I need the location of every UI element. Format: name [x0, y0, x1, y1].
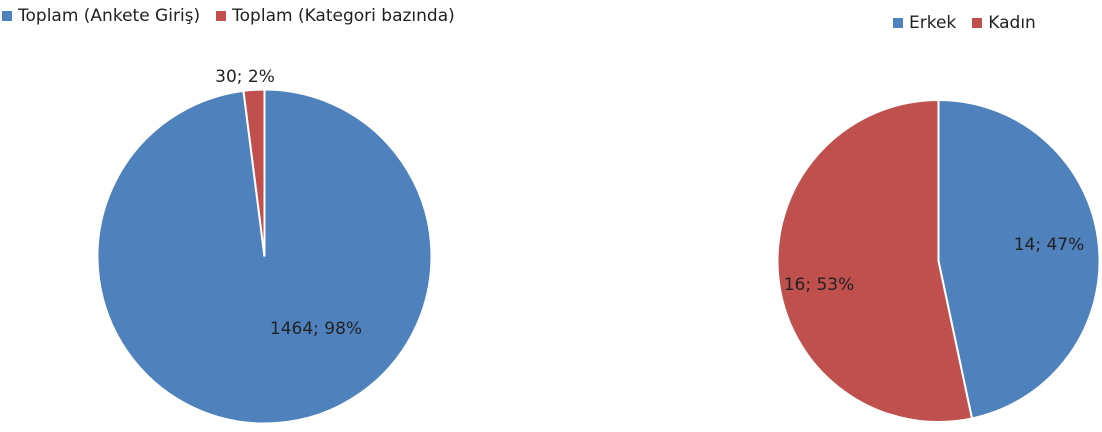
pie-data-label: 1464; 98% — [270, 319, 362, 339]
legend-label: Kadın — [988, 13, 1036, 33]
legend-label: Toplam (Ankete Giriş) — [18, 6, 201, 26]
pie-chart-2: 14; 47% 16; 53% — [776, 98, 1101, 423]
pie-slice-erkek — [937, 98, 1101, 420]
pie-chart-1: 1464; 98% 30; 2% — [96, 67, 433, 425]
pie-1-legend: Toplam (Ankete Giriş) Toplam (Kategori b… — [2, 6, 455, 26]
pie-slice-toplam-kategori-baz-nda — [242, 88, 266, 257]
pie-data-label: 14; 47% — [1014, 235, 1085, 255]
pie-slice-kad-n — [776, 98, 974, 423]
legend-swatch-blue-icon — [893, 18, 903, 28]
legend-item-ankete-giris: Toplam (Ankete Giriş) — [2, 6, 200, 26]
legend-swatch-blue-icon — [2, 11, 12, 21]
legend-swatch-red-icon — [972, 18, 983, 28]
legend-item-kadin: Kadın — [972, 13, 1036, 33]
legend-item-erkek: Erkek — [893, 13, 956, 33]
pie-data-label: 30; 2% — [215, 67, 275, 87]
legend-label: Toplam (Kategori bazında) — [232, 6, 455, 26]
legend-item-kategori-bazinda: Toplam (Kategori bazında) — [216, 6, 455, 26]
pie-data-label: 16; 53% — [784, 275, 855, 295]
legend-label: Erkek — [909, 13, 957, 33]
legend-swatch-red-icon — [216, 11, 227, 21]
pie-2-legend: Erkek Kadın — [893, 13, 1036, 33]
